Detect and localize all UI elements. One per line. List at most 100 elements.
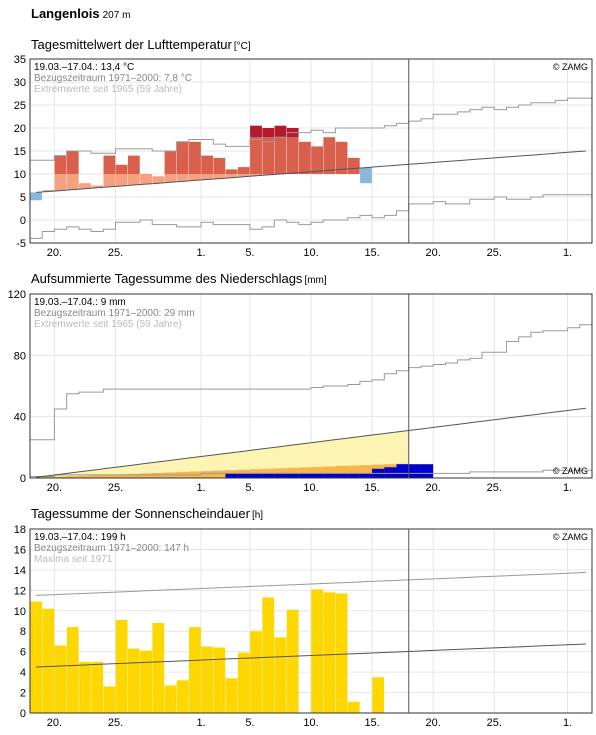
x-tick-label: 10. (303, 482, 318, 494)
copyright-label: © ZAMG (553, 62, 588, 72)
precipitation-bar (420, 464, 434, 478)
x-tick-label: 15. (364, 247, 379, 259)
temperature-bar (152, 176, 165, 184)
sunshine-bar (213, 647, 226, 713)
station-header: Langenlois 207 m (31, 6, 130, 21)
sunshine-bar (225, 678, 238, 713)
x-tick-label: 5. (245, 717, 254, 729)
temperature-bar (103, 155, 116, 174)
precipitation-bar (323, 473, 336, 478)
sunshine-bar (335, 593, 348, 713)
y-tick-label: 10 (14, 606, 26, 618)
legend-line: 19.03.–17.04.: 13,4 °C (34, 62, 134, 73)
sunshine-bar (30, 601, 43, 713)
y-tick-label: 120 (8, 289, 26, 301)
y-tick-label: 10 (14, 169, 26, 181)
x-tick-label: 1. (563, 717, 572, 729)
y-tick-label: 16 (14, 544, 26, 556)
y-tick-label: 12 (14, 585, 26, 597)
temperature-bar (262, 137, 275, 174)
extreme-min-line (30, 194, 592, 239)
x-tick-label: 1. (196, 717, 205, 729)
temperature-bar (262, 128, 275, 138)
temperature-bar (347, 157, 360, 174)
temperature-bar (66, 151, 79, 174)
temperature-bar (115, 174, 128, 186)
sunshine-chart-title: Tagessumme der Sonnenscheindauer [h] (31, 506, 264, 521)
temperature-bar (176, 141, 189, 174)
temperature-bar (189, 174, 201, 181)
sunshine-bar (115, 619, 128, 713)
sunshine-bar (54, 645, 67, 713)
x-tick-label: 25. (487, 482, 502, 494)
y-tick-label: -5 (16, 238, 26, 250)
sunshine-bar (201, 646, 214, 713)
y-tick-label: 4 (20, 667, 26, 679)
temperature-bar (115, 164, 128, 174)
precipitation-bar (359, 473, 373, 478)
sunshine-chart: 0 2 4 6 8 10 12 14 16 18 20. 25. 1. 5. 10. 15. 20. 25. 1. 1… (14, 524, 593, 729)
temperature-bar (54, 155, 67, 174)
precipitation-bar (274, 473, 287, 478)
precipitation-bar (249, 473, 263, 478)
sunshine-bar (347, 701, 360, 713)
temperature-chart-title: Tagesmittelwert der Lufttemperatur [°C] (31, 37, 251, 52)
sunshine-bar (372, 677, 385, 713)
temperature-bar (42, 190, 55, 192)
sunshine-bar (42, 608, 55, 713)
temperature-bar (91, 185, 104, 188)
temperature-bar (237, 167, 250, 174)
temperature-bar (164, 151, 177, 174)
y-tick-label: 14 (14, 565, 26, 577)
precipitation-bar (237, 473, 250, 478)
temperature-bar (176, 174, 189, 182)
precipitation-bar (384, 467, 397, 478)
x-tick-label: 10. (303, 717, 318, 729)
temperature-bar (286, 137, 299, 174)
extreme-max-line (30, 324, 592, 441)
x-tick-label: 20. (47, 482, 62, 494)
x-tick-label: 10. (303, 247, 318, 259)
precipitation-bar (347, 473, 360, 478)
y-tick-label: 2 (20, 688, 26, 700)
temperature-bar (79, 183, 91, 189)
sunshine-bar (237, 652, 250, 713)
normal-mean-line (36, 150, 586, 193)
x-tick-label: 25. (108, 247, 123, 259)
sunshine-bar (286, 609, 299, 713)
temperature-bar (225, 169, 238, 174)
temperature-bar (274, 137, 287, 174)
temperature-bar (250, 174, 262, 176)
temperature-bar (189, 141, 201, 174)
y-tick-label: 40 (14, 412, 26, 424)
plot-frame (29, 58, 593, 244)
temperature-bar (201, 174, 214, 180)
sunshine-bar (79, 661, 91, 713)
sunshine-bar (250, 631, 262, 713)
sunshine-bar (152, 623, 165, 713)
legend-line: Bezugszeitraum 1971–2000: 29 mm (34, 308, 195, 319)
x-tick-label: 5. (245, 247, 254, 259)
temperature-bar (274, 125, 287, 138)
temperature-bar (127, 155, 140, 174)
x-tick-label: 20. (426, 717, 441, 729)
sunshine-bar (311, 589, 324, 713)
temperature-bar (237, 174, 250, 177)
legend-line: Maxima seit 1971 (34, 554, 113, 565)
precipitation-bar (408, 464, 421, 478)
sunshine-bar (127, 648, 140, 713)
sunshine-bar (323, 592, 336, 713)
sunshine-bar (176, 680, 189, 713)
precipitation-bar (262, 473, 275, 478)
y-tick-label: 25 (14, 100, 26, 112)
x-tick-label: 25. (108, 482, 123, 494)
sunshine-bar (262, 597, 275, 713)
x-tick-label: 5. (245, 482, 254, 494)
precipitation-bar (298, 473, 311, 478)
y-tick-label: 18 (14, 524, 26, 536)
precipitation-bar (396, 464, 409, 478)
legend-line: Extremwerte seit 1965 (59 Jahre) (34, 84, 182, 95)
x-tick-label: 1. (196, 247, 205, 259)
x-tick-label: 20. (47, 247, 62, 259)
sunshine-bar (164, 685, 177, 713)
